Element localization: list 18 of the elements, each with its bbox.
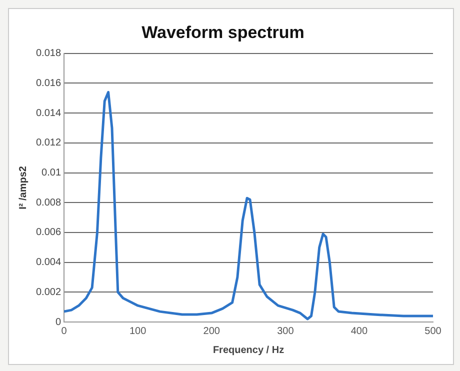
y-axis-title: I² /amps2 (18, 166, 29, 210)
y-tick-label: 0.006 (36, 227, 62, 238)
y-tick-label: 0.01 (42, 168, 62, 179)
x-axis-title: Frequency / Hz (212, 344, 284, 356)
y-tick-label: 0.016 (36, 78, 62, 89)
y-tick-label: 0.012 (36, 138, 62, 149)
y-tick-label: 0.014 (36, 108, 62, 119)
x-tick-label: 400 (350, 326, 368, 337)
y-tick-label: 0.002 (36, 286, 62, 298)
x-tick-label: 200 (203, 326, 220, 337)
y-tick-label: 0.008 (36, 197, 62, 208)
chart-title: Waveform spectrum (142, 22, 304, 42)
y-tick-label: 0.004 (36, 257, 62, 268)
y-tick-label: 0.018 (36, 48, 62, 60)
x-tick-label: 300 (277, 326, 294, 337)
x-tick-label: 100 (129, 326, 147, 337)
y-tick-label: 0 (55, 316, 62, 328)
x-tick-label: 500 (424, 326, 442, 337)
